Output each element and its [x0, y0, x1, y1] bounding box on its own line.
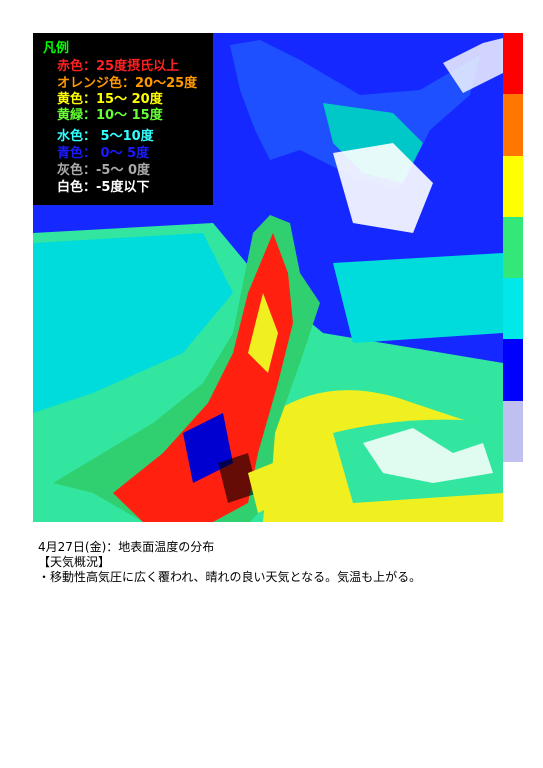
- color-bar: [503, 33, 523, 462]
- color-bar-segment: [503, 278, 523, 340]
- temperature-map: [33, 33, 503, 522]
- legend-item: 赤色：25度摂氏以上: [57, 59, 180, 74]
- legend-item: 青色： 0～ 5度: [57, 146, 150, 161]
- legend-item: 水色： 5～10度: [57, 129, 154, 144]
- color-bar-segment: [503, 400, 523, 462]
- color-bar-segment: [503, 94, 523, 156]
- color-bar-segment: [503, 339, 523, 401]
- caption-heading: 【天気概況】: [38, 555, 111, 569]
- caption-date: 4月27日(金)：地表面温度の分布: [38, 540, 215, 554]
- caption: 4月27日(金)：地表面温度の分布 【天気概況】 ・移動性高気圧に広く覆われ、晴…: [38, 540, 421, 585]
- legend-item: 黄緑：10～ 15度: [57, 108, 163, 123]
- legend-title: 凡例: [43, 41, 70, 56]
- color-bar-segment: [503, 33, 523, 95]
- caption-text: ・移動性高気圧に広く覆われ、晴れの良い天気となる。気温も上がる。: [38, 570, 422, 584]
- color-bar-segment: [503, 155, 523, 217]
- legend-item: 灰色：-5～ 0度: [57, 163, 151, 178]
- legend: 凡例 赤色：25度摂氏以上オレンジ色：20～25度 黄色：15～ 20度 黄緑：10…: [33, 33, 213, 205]
- color-bar-segment: [503, 216, 523, 279]
- legend-item: 黄色：15～ 20度: [57, 92, 163, 107]
- legend-item: オレンジ色：20～25度: [57, 76, 198, 91]
- legend-item: 白色：-5度以下: [57, 180, 150, 195]
